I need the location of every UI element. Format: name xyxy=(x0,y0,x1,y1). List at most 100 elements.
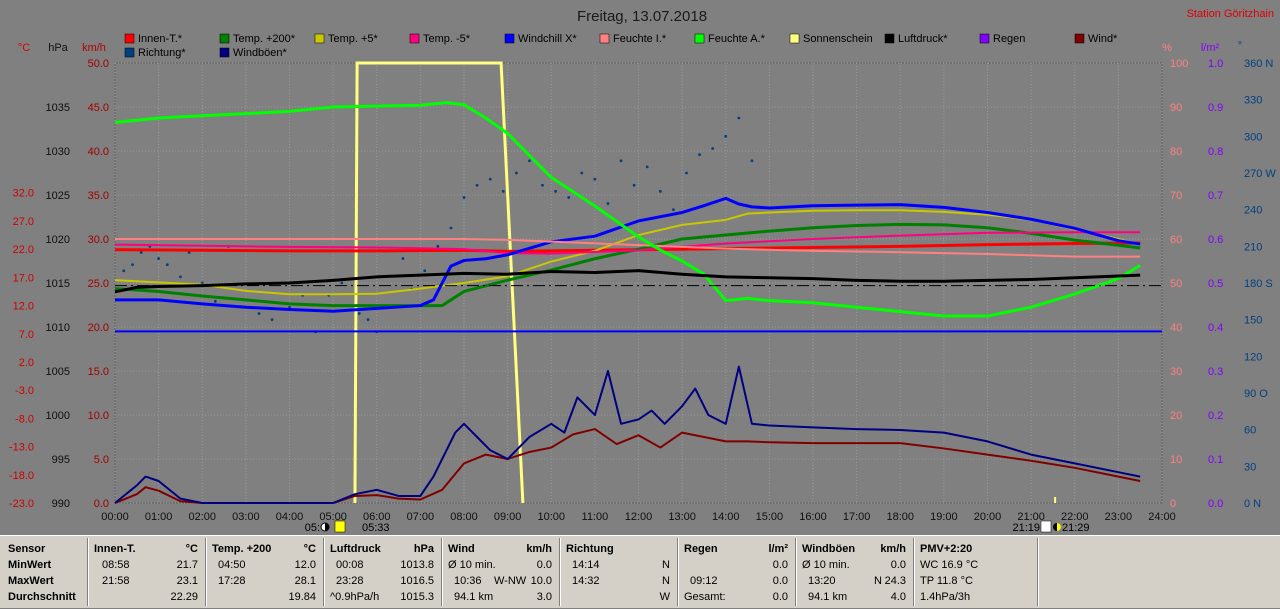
stats-richtung-min-value: N xyxy=(662,559,670,571)
tick-label-celsius: 12.0 xyxy=(13,301,34,313)
tick-label-time: 06:00 xyxy=(363,511,391,523)
legend-label: Richtung* xyxy=(138,47,186,59)
sunshine-series xyxy=(353,61,525,504)
legend-swatch xyxy=(884,33,895,44)
stats-druck-max-time: 23:28 xyxy=(336,575,364,587)
tick-label-time: 01:00 xyxy=(145,511,173,523)
tick-label-rain: 0.5 xyxy=(1208,278,1223,290)
wind-direction-point xyxy=(593,177,597,181)
stats-wind-distance: 94.1 km xyxy=(454,591,494,603)
legend-label: Temp. +5* xyxy=(328,33,379,45)
wind-direction-point xyxy=(213,299,217,303)
tick-label-rain: 0.8 xyxy=(1208,146,1223,158)
tick-label-kmh: 5.0 xyxy=(94,454,109,466)
tick-label-hpa: 1010 xyxy=(46,322,70,334)
tick-label-time: 05:00 xyxy=(319,511,347,523)
tick-label-percent: 40 xyxy=(1170,322,1182,334)
tick-label-kmh: 10.0 xyxy=(88,410,109,422)
legend-label: Wind* xyxy=(1088,33,1118,45)
tick-label-time: 16:00 xyxy=(799,511,827,523)
tick-label-hpa: 1025 xyxy=(46,190,70,202)
sunrise-marker: 05: 05:33 xyxy=(305,520,390,534)
legend-label: Temp. -5* xyxy=(423,33,471,45)
stats-druck-unit: hPa xyxy=(413,543,434,555)
stats-sensor-header: Sensor xyxy=(8,543,46,555)
wind-direction-point xyxy=(357,312,361,315)
legend-label: Innen-T.* xyxy=(138,33,183,45)
tick-label-kmh: 45.0 xyxy=(88,102,109,114)
tick-label-time: 18:00 xyxy=(886,511,914,523)
tick-label-time: 21:00 xyxy=(1017,511,1045,523)
stats-pmv-windchill: WC 16.9 °C xyxy=(920,559,979,571)
tick-label-percent: 100 xyxy=(1170,58,1188,70)
tick-label-celsius: -8.0 xyxy=(15,413,34,425)
tick-label-time: 02:00 xyxy=(188,511,216,523)
reference-lines xyxy=(115,285,1162,503)
tick-label-percent: 10 xyxy=(1170,454,1182,466)
tick-label-direction: 270 W xyxy=(1244,168,1276,180)
tick-label-celsius: -23.0 xyxy=(9,498,34,510)
tick-label-hpa: 995 xyxy=(52,454,70,466)
stats-druck-max-value: 1016.5 xyxy=(400,575,434,587)
sunset-label-right: 21:29 xyxy=(1062,522,1090,534)
stats-innen-header: Innen-T. xyxy=(94,543,136,555)
legend-swatch xyxy=(124,33,135,44)
stats-temp-min-time: 04:50 xyxy=(218,559,246,571)
tick-label-hpa: 1015 xyxy=(46,278,70,290)
tick-label-time: 13:00 xyxy=(668,511,696,523)
tick-label-hpa: 1035 xyxy=(46,102,70,114)
wind-direction-point xyxy=(179,275,182,279)
legend-swatch xyxy=(694,33,705,44)
tick-label-kmh: 30.0 xyxy=(88,234,109,246)
tick-label-rain: 0.2 xyxy=(1208,410,1223,422)
tick-label-time: 04:00 xyxy=(276,511,304,523)
tick-label-percent: 50 xyxy=(1170,278,1182,290)
tick-label-time: 24:00 xyxy=(1148,511,1176,523)
stats-pmv-dewpoint: TP 11.8 °C xyxy=(920,575,973,587)
stats-regen-min-value: 0.0 xyxy=(772,559,788,571)
wind-direction-point xyxy=(401,257,405,260)
axis-unit-percent: % xyxy=(1162,42,1172,54)
stats-innen-avg: 22.29 xyxy=(170,591,198,603)
tick-label-time: 17:00 xyxy=(843,511,871,523)
wind-direction-point xyxy=(580,171,584,175)
tick-label-percent: 80 xyxy=(1170,146,1182,158)
wind-direction-point xyxy=(187,251,191,254)
tick-label-time: 00:00 xyxy=(101,511,129,523)
stats-pmv-pressure-trend: 1.4hPa/3h xyxy=(920,591,971,603)
wind-direction-point xyxy=(488,177,492,181)
stats-richtung-max-value: N xyxy=(662,575,670,587)
tick-label-time: 11:00 xyxy=(582,511,609,523)
stats-col-pmv: PMV+2:20 WC 16.9 °C TP 11.8 °C 1.4hPa/3h xyxy=(916,536,1036,609)
stats-avg-label: Durchschnitt xyxy=(8,591,76,603)
stats-richtung-header: Richtung xyxy=(566,543,614,555)
tick-label-celsius: -18.0 xyxy=(9,470,34,482)
stats-druck-min-value: 1013.8 xyxy=(400,559,434,571)
wind-direction-point xyxy=(606,202,610,205)
legend-swatch xyxy=(314,33,325,44)
legend-label: Sonnenschein xyxy=(803,33,873,45)
stats-min-label: MinWert xyxy=(8,559,52,571)
tick-label-hpa: 1030 xyxy=(46,146,70,158)
tick-label-rain: 0.6 xyxy=(1208,234,1223,246)
axis-unit-rain: l/m² xyxy=(1201,42,1220,54)
tick-label-percent: 60 xyxy=(1170,234,1182,246)
tick-label-kmh: 0.0 xyxy=(94,498,109,510)
wind-direction-point xyxy=(567,196,571,199)
legend-swatch xyxy=(789,33,800,44)
wind-direction-point xyxy=(340,281,344,285)
tick-label-time: 23:00 xyxy=(1105,511,1133,523)
tick-label-time: 03:00 xyxy=(232,511,260,523)
legend-label: Windchill X* xyxy=(518,33,577,45)
wind-direction-point xyxy=(165,263,169,267)
tick-label-percent: 20 xyxy=(1170,410,1182,422)
wind-direction-point xyxy=(514,171,518,175)
series-line-temp-5 xyxy=(114,209,1141,296)
chart-title: Freitag, 13.07.2018 xyxy=(577,8,707,25)
tick-label-hpa: 1005 xyxy=(46,366,70,378)
stats-temp-header: Temp. +200 xyxy=(212,543,272,555)
stats-boeen-max-value: 24.3 xyxy=(884,575,906,587)
axis-unit-degree: ° xyxy=(1238,40,1242,52)
axis-unit-kmh: km/h xyxy=(82,42,106,54)
wind-direction-point xyxy=(737,116,741,120)
